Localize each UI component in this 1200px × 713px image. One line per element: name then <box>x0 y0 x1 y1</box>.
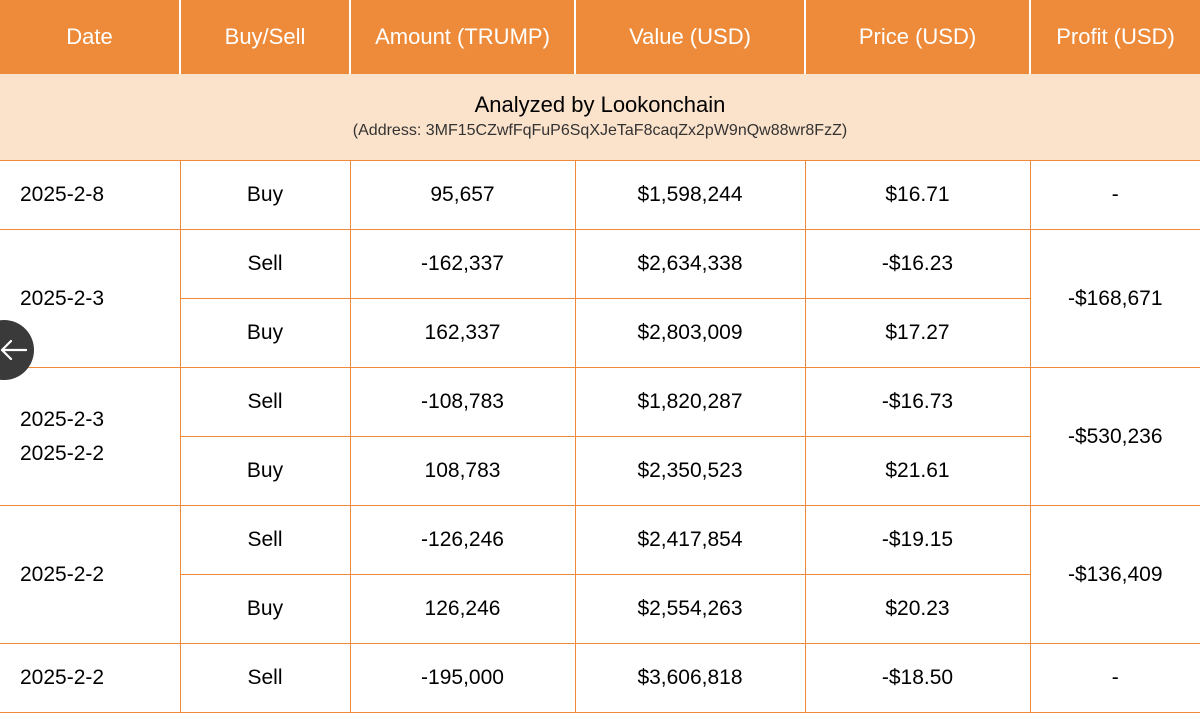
cell-side: Sell <box>180 230 350 299</box>
table-header-row: Date Buy/Sell Amount (TRUMP) Value (USD)… <box>0 0 1200 74</box>
cell-profit: - <box>1030 161 1200 230</box>
cell-value: $2,417,854 <box>575 506 805 575</box>
cell-price: $21.61 <box>805 437 1030 506</box>
cell-price: $20.23 <box>805 575 1030 644</box>
cell-date: 2025-2-2 <box>0 506 180 644</box>
table-row: Buy 108,783 $2,350,523 $21.61 <box>0 437 1200 506</box>
cell-amount: -195,000 <box>350 644 575 713</box>
cell-amount: -126,246 <box>350 506 575 575</box>
cell-profit: - <box>1030 644 1200 713</box>
cell-side: Buy <box>180 299 350 368</box>
cell-amount: 126,246 <box>350 575 575 644</box>
cell-amount: -108,783 <box>350 368 575 437</box>
arrow-left-icon <box>0 339 27 361</box>
cell-value: $2,634,338 <box>575 230 805 299</box>
col-profit: Profit (USD) <box>1030 0 1200 74</box>
table-row: 2025-2-32025-2-2 Sell -108,783 $1,820,28… <box>0 368 1200 437</box>
cell-profit: -$530,236 <box>1030 368 1200 506</box>
attribution-banner: Analyzed by Lookonchain (Address: 3MF15C… <box>0 74 1200 161</box>
cell-price: -$16.73 <box>805 368 1030 437</box>
cell-price: $16.71 <box>805 161 1030 230</box>
banner-title: Analyzed by Lookonchain <box>8 92 1192 118</box>
table-row: 2025-2-8 Buy 95,657 $1,598,244 $16.71 - <box>0 161 1200 230</box>
cell-value: $2,350,523 <box>575 437 805 506</box>
cell-amount: 162,337 <box>350 299 575 368</box>
cell-value: $1,820,287 <box>575 368 805 437</box>
cell-amount: 95,657 <box>350 161 575 230</box>
cell-value: $2,554,263 <box>575 575 805 644</box>
cell-value: $2,803,009 <box>575 299 805 368</box>
table-row: 2025-2-2 Sell -126,246 $2,417,854 -$19.1… <box>0 506 1200 575</box>
cell-price: -$18.50 <box>805 644 1030 713</box>
cell-date: 2025-2-8 <box>0 161 180 230</box>
cell-date: 2025-2-2 <box>0 644 180 713</box>
cell-profit: -$136,409 <box>1030 506 1200 644</box>
cell-date: 2025-2-32025-2-2 <box>0 368 180 506</box>
cell-side: Sell <box>180 368 350 437</box>
cell-price: -$16.23 <box>805 230 1030 299</box>
col-amount: Amount (TRUMP) <box>350 0 575 74</box>
cell-value: $1,598,244 <box>575 161 805 230</box>
table-row: 2025-2-3 Sell -162,337 $2,634,338 -$16.2… <box>0 230 1200 299</box>
col-price: Price (USD) <box>805 0 1030 74</box>
cell-amount: -162,337 <box>350 230 575 299</box>
cell-amount: 108,783 <box>350 437 575 506</box>
cell-side: Buy <box>180 575 350 644</box>
table-row: Buy 126,246 $2,554,263 $20.23 <box>0 575 1200 644</box>
cell-value: $3,606,818 <box>575 644 805 713</box>
col-date: Date <box>0 0 180 74</box>
table-row: Buy 162,337 $2,803,009 $17.27 <box>0 299 1200 368</box>
table-row: 2025-2-2 Sell -195,000 $3,606,818 -$18.5… <box>0 644 1200 713</box>
cell-side: Sell <box>180 506 350 575</box>
cell-side: Buy <box>180 437 350 506</box>
col-side: Buy/Sell <box>180 0 350 74</box>
cell-price: -$19.15 <box>805 506 1030 575</box>
col-value: Value (USD) <box>575 0 805 74</box>
cell-profit: -$168,671 <box>1030 230 1200 368</box>
transactions-table: Date Buy/Sell Amount (TRUMP) Value (USD)… <box>0 0 1200 713</box>
cell-price: $17.27 <box>805 299 1030 368</box>
cell-side: Buy <box>180 161 350 230</box>
cell-side: Sell <box>180 644 350 713</box>
banner-address: (Address: 3MF15CZwfFqFuP6SqXJeTaF8caqZx2… <box>8 122 1192 140</box>
